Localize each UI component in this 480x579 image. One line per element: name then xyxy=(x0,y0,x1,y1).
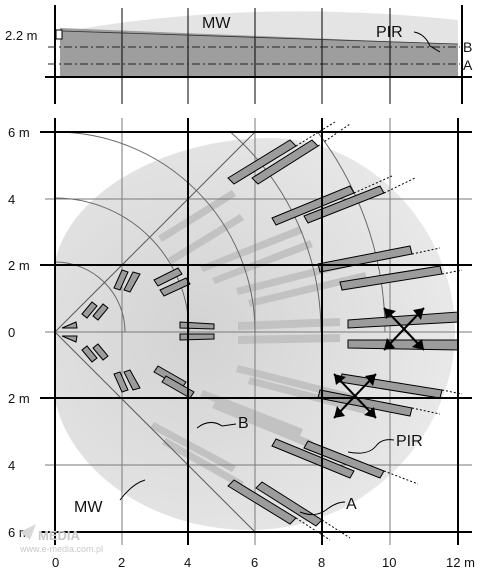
top-view: 6 m 4 2 m 0 2 m 4 6 m 0 2 4 6 8 10 12 m … xyxy=(8,118,475,570)
y-label-bottom-6: 6 m xyxy=(8,525,30,540)
top-zone-a-label: A xyxy=(346,496,357,513)
detection-boundary-lines xyxy=(55,132,256,532)
y-label-bottom-4: 4 xyxy=(8,458,15,473)
x-label-0: 0 xyxy=(52,555,59,570)
x-label-10: 10 xyxy=(382,555,396,570)
watermark-url: www.e-media.com.pl xyxy=(19,544,103,554)
pir-faint-beams xyxy=(150,190,367,488)
pir-leader-line xyxy=(413,31,441,53)
pir-beams xyxy=(61,139,459,527)
side-grid xyxy=(45,5,472,104)
side-view: 2.2 m MW PIR B A xyxy=(5,5,473,104)
top-mw-label: MW xyxy=(74,499,103,516)
top-pir-label: PIR xyxy=(396,433,423,450)
x-axis-labels: 0 2 4 6 8 10 12 m xyxy=(52,555,475,570)
y-axis-labels: 6 m 4 2 m 0 2 m 4 6 m xyxy=(8,125,30,540)
y-label-top-4: 4 xyxy=(8,192,15,207)
arrowheads xyxy=(334,308,424,418)
pir-top-line xyxy=(61,30,459,45)
y-label-bottom-2: 2 m xyxy=(8,391,30,406)
watermark: MEDIA www.e-media.com.pl xyxy=(19,524,103,554)
label-leaders xyxy=(119,422,395,516)
x-label-4: 4 xyxy=(184,555,191,570)
side-zone-b-label: B xyxy=(463,39,472,55)
x-label-8: 8 xyxy=(318,555,325,570)
watermark-logo-icon xyxy=(20,524,36,540)
detector-icon xyxy=(55,29,63,40)
y-label-top-2: 2 m xyxy=(8,258,30,273)
side-height-label: 2.2 m xyxy=(5,28,38,43)
y-label-0: 0 xyxy=(8,325,15,340)
motion-arrows-lower xyxy=(333,373,377,419)
top-grid-bold xyxy=(40,118,472,545)
watermark-brand: MEDIA xyxy=(38,528,81,543)
beam-dotted-extensions xyxy=(295,121,463,541)
side-pir-label: PIR xyxy=(376,24,403,41)
y-label-top-6: 6 m xyxy=(8,125,30,140)
side-mw-label: MW xyxy=(202,15,231,32)
x-label-6: 6 xyxy=(251,555,258,570)
top-zone-b-label: B xyxy=(238,415,249,432)
x-label-12: 12 m xyxy=(446,555,475,570)
side-zone-a-label: A xyxy=(463,57,473,73)
x-label-2: 2 xyxy=(118,555,125,570)
